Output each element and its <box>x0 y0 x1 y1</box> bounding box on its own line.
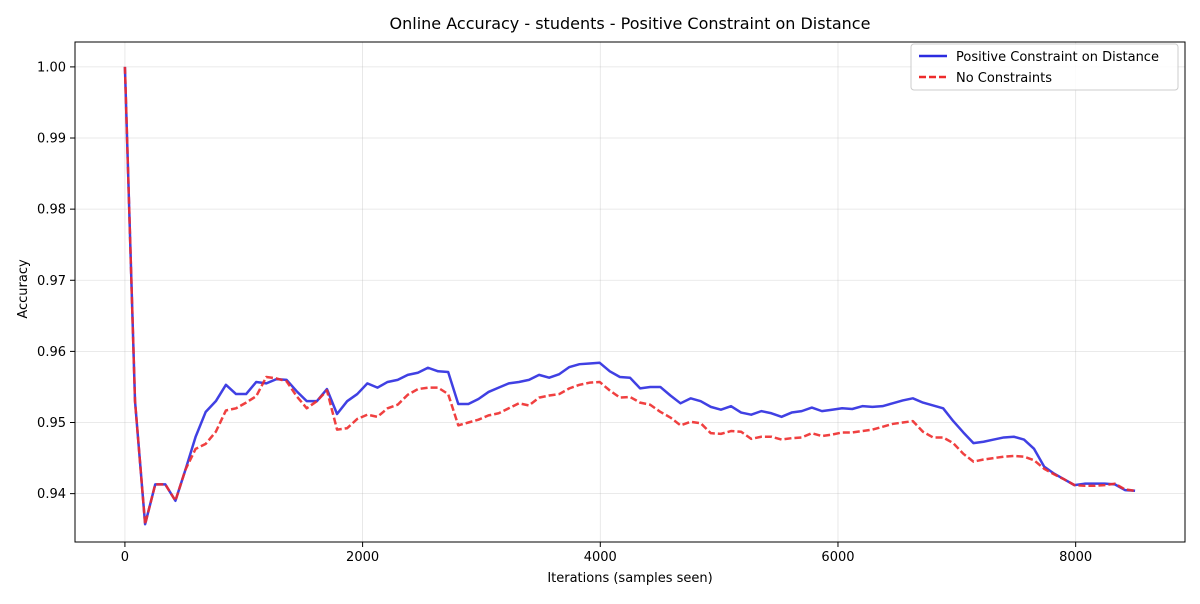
y-tick-label: 1.00 <box>37 60 66 75</box>
x-tick-label: 6000 <box>821 550 854 565</box>
legend-label-no-constraints: No Constraints <box>956 71 1052 86</box>
x-tick-label: 0 <box>121 550 129 565</box>
x-tick-label: 8000 <box>1059 550 1092 565</box>
y-tick-label: 0.94 <box>37 487 66 502</box>
y-tick-label: 0.97 <box>37 274 66 289</box>
y-axis-label: Accuracy <box>16 259 31 319</box>
series-layer <box>123 66 1136 526</box>
y-tick-label: 0.95 <box>37 416 66 431</box>
y-tick-label: 0.99 <box>37 132 66 147</box>
tick-layer: 0 2000 4000 6000 8000 0.94 0.95 0.96 0.97 0.98 0.9… <box>37 60 1092 565</box>
x-tick-label: 2000 <box>346 550 379 565</box>
series-line-positive-constraint <box>123 66 1136 526</box>
legend-box <box>910 43 1179 91</box>
legend: Positive Constraint on Distance No Const… <box>910 43 1179 91</box>
plot-area-frame <box>74 41 1186 543</box>
chart-title: Online Accuracy - students - Positive Co… <box>390 14 871 33</box>
y-tick-label: 0.98 <box>37 203 66 218</box>
x-tick-label: 4000 <box>584 550 617 565</box>
x-axis-label: Iterations (samples seen) <box>547 571 712 586</box>
y-tick-label: 0.96 <box>37 345 66 360</box>
legend-label-positive-constraint: Positive Constraint on Distance <box>956 50 1159 65</box>
series-line-no-constraints <box>123 66 1136 526</box>
grid-layer <box>75 42 1185 542</box>
